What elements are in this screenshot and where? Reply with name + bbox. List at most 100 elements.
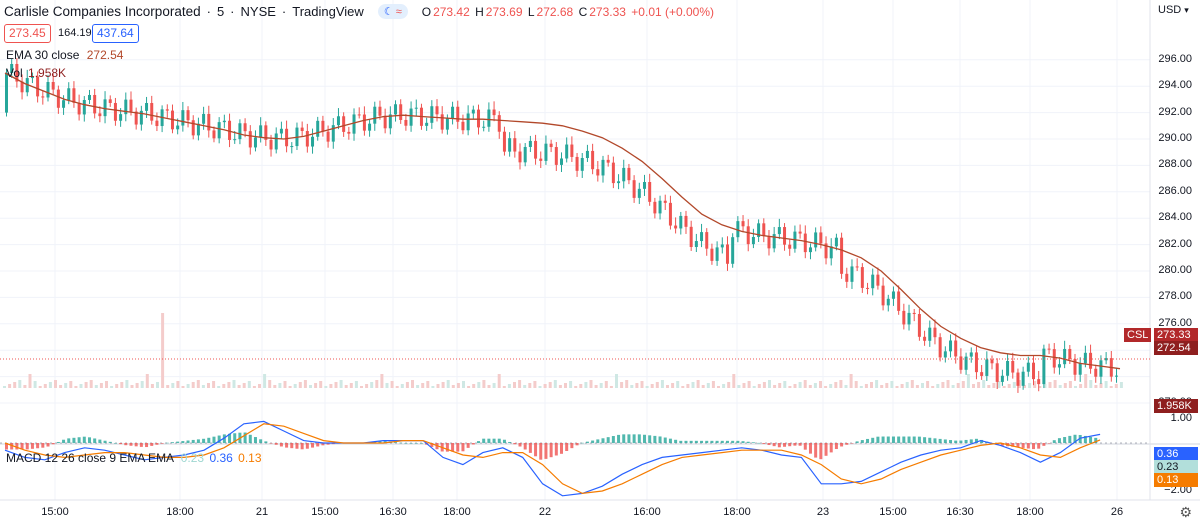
macd-histogram-bar	[1011, 443, 1015, 447]
volume-bar	[105, 381, 108, 388]
macd-histogram-bar	[902, 436, 906, 443]
macd-histogram-bar	[502, 439, 506, 443]
volume-bar	[416, 385, 420, 388]
candle-body	[881, 285, 885, 306]
source-label: TradingView	[292, 4, 364, 19]
volume-bar	[870, 382, 873, 388]
macd-histogram-bar	[222, 434, 226, 443]
macd-histogram-bar	[414, 443, 418, 444]
volume-bar	[150, 384, 154, 388]
volume-bar	[1109, 386, 1113, 388]
interval-label[interactable]: 5	[216, 4, 225, 19]
candle-body	[679, 215, 683, 229]
volume-bar	[79, 384, 83, 388]
volume-bar	[293, 384, 297, 388]
macd-histogram-bar	[617, 434, 621, 443]
market-status-toggle[interactable]: ☾ ≈	[377, 4, 408, 19]
volume-bar	[441, 382, 445, 388]
candle-body	[580, 158, 584, 171]
volume-bar	[426, 381, 430, 388]
open-label: O	[421, 4, 432, 19]
volume-bar	[431, 386, 435, 388]
volume-bar	[395, 386, 399, 388]
candle-body	[834, 237, 838, 247]
volume-bar	[472, 384, 476, 388]
candle-body	[949, 340, 953, 352]
candle-body	[93, 94, 97, 114]
candle-body	[404, 119, 408, 126]
macd-histogram-bar	[207, 437, 211, 443]
volume-label: Vol	[6, 66, 23, 80]
macd-histogram-bar	[736, 440, 740, 443]
macd-histogram-bar	[539, 443, 543, 460]
macd-legend[interactable]: MACD 12 26 close 9 EMA EMA 0.23 0.36 0.1…	[6, 451, 262, 465]
candle-body	[1094, 368, 1098, 377]
volume-bar	[686, 384, 690, 388]
macd-histogram-bar	[233, 433, 237, 443]
macd-histogram-bar	[658, 436, 662, 443]
volume-bar	[324, 386, 328, 388]
macd-histogram-bar	[51, 443, 55, 445]
volume-bar	[247, 381, 251, 388]
gear-icon[interactable]: ⚙	[1179, 504, 1192, 520]
candle-body	[700, 232, 704, 242]
volume-bar	[74, 386, 78, 388]
volume-legend[interactable]: Vol 1.958K	[6, 66, 66, 80]
buy-price-button[interactable]: 437.64	[92, 24, 139, 43]
candle-body	[87, 94, 91, 101]
volume-bar	[365, 384, 369, 388]
macd-histogram-bar	[119, 443, 123, 445]
macd-histogram-bar	[793, 443, 797, 446]
candle-body	[803, 233, 807, 253]
candle-body	[435, 106, 439, 115]
candle-body	[477, 109, 481, 128]
candle-body	[731, 237, 735, 264]
volume-bar	[120, 382, 124, 388]
volume-bar	[946, 380, 950, 388]
candle-body	[5, 73, 8, 113]
candle-body	[373, 106, 377, 124]
volume-bar	[400, 384, 404, 388]
candle-body	[637, 188, 641, 198]
volume-bar	[1002, 386, 1006, 388]
ema-legend[interactable]: EMA 30 close 272.54	[6, 48, 123, 62]
ema-price-tag: 272.54	[1154, 341, 1198, 355]
candle-body	[788, 244, 792, 249]
candle-body	[808, 247, 812, 253]
time-tick-label: 18:00	[443, 506, 471, 518]
candle-body	[362, 114, 366, 131]
candle-body	[388, 114, 392, 129]
volume-bar	[135, 383, 139, 388]
volume-bar	[523, 385, 527, 388]
currency-label[interactable]: USD ▾	[1158, 4, 1189, 16]
macd-histogram-bar	[373, 441, 377, 443]
macd-histogram-bar	[949, 440, 953, 443]
candle-body	[554, 147, 558, 165]
volume-bar	[421, 383, 425, 388]
sell-price-button[interactable]: 273.45	[4, 24, 51, 43]
candle-body	[347, 131, 351, 134]
macd-histogram-bar	[129, 443, 133, 446]
candle-body	[36, 76, 40, 97]
candle-body	[20, 81, 24, 93]
macd-histogram-bar	[1089, 436, 1093, 443]
candle-body	[1083, 352, 1087, 364]
macd-histogram-bar	[923, 437, 927, 443]
candle-body	[871, 274, 875, 289]
volume-bar	[921, 383, 924, 388]
candle-body	[321, 120, 325, 132]
candle-body	[399, 104, 403, 120]
volume-bar	[125, 380, 129, 388]
macd-histogram-bar	[606, 437, 610, 443]
macd-histogram-bar	[860, 440, 864, 443]
symbol-title[interactable]: Carlisle Companies Incorporated	[4, 4, 201, 19]
macd-histogram-bar	[1042, 443, 1046, 446]
price-tick-label: 286.00	[1158, 184, 1192, 197]
wave-icon: ≈	[395, 5, 402, 18]
candle-body	[482, 126, 486, 128]
volume-bar	[232, 380, 236, 388]
macd-histogram-bar	[316, 443, 320, 447]
macd-histogram-bar	[399, 442, 403, 444]
volume-bar	[59, 385, 63, 388]
